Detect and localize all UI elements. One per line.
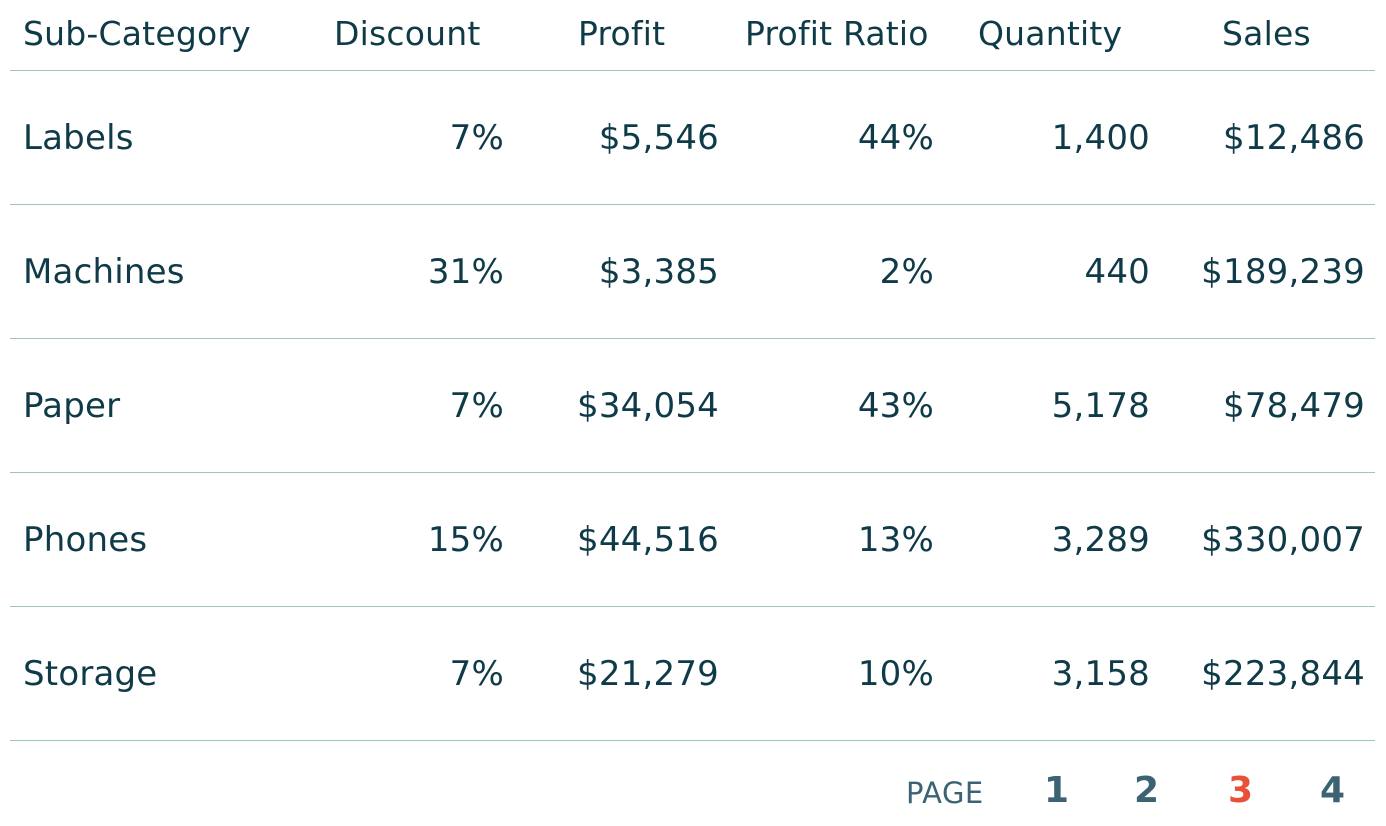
cell-sales: $12,486: [1223, 118, 1365, 158]
cell-quantity: 440: [1084, 252, 1150, 292]
cell-sales: $330,007: [1201, 520, 1365, 560]
cell-quantity: 3,158: [1051, 654, 1150, 694]
header-profit-ratio[interactable]: Profit Ratio: [745, 14, 929, 53]
cell-profit-ratio: 10%: [857, 654, 934, 694]
cell-quantity: 5,178: [1051, 386, 1150, 426]
cell-profit-ratio: 2%: [879, 252, 934, 292]
page-label: PAGE: [906, 776, 984, 810]
cell-discount: 7%: [449, 654, 504, 694]
header-sales[interactable]: Sales: [1222, 14, 1311, 53]
cell-quantity: 1,400: [1051, 118, 1150, 158]
cell-sales: $223,844: [1201, 654, 1365, 694]
cell-sub-category: Labels: [23, 118, 134, 158]
header-discount[interactable]: Discount: [334, 14, 481, 53]
cell-discount: 31%: [427, 252, 504, 292]
header-sub-category[interactable]: Sub-Category: [23, 14, 251, 53]
page-3-button-current[interactable]: 3: [1228, 770, 1254, 811]
cell-profit-ratio: 43%: [857, 386, 934, 426]
cell-sub-category: Phones: [23, 520, 148, 560]
cell-profit: $5,546: [598, 118, 719, 158]
data-table: Sub-Category Discount Profit Profit Rati…: [10, 0, 1375, 741]
table-row: Machines 31% $3,385 2% 440 $189,239: [10, 205, 1375, 339]
table-row: Labels 7% $5,546 44% 1,400 $12,486: [10, 71, 1375, 205]
cell-discount: 7%: [449, 118, 504, 158]
cell-profit: $21,279: [577, 654, 719, 694]
table-row: Phones 15% $44,516 13% 3,289 $330,007: [10, 473, 1375, 607]
cell-profit-ratio: 44%: [857, 118, 934, 158]
cell-profit: $44,516: [577, 520, 719, 560]
cell-profit: $3,385: [598, 252, 719, 292]
cell-discount: 15%: [427, 520, 504, 560]
cell-sub-category: Machines: [23, 252, 185, 292]
cell-sales: $189,239: [1201, 252, 1365, 292]
page-4-button[interactable]: 4: [1320, 770, 1346, 811]
table-row: Storage 7% $21,279 10% 3,158 $223,844: [10, 607, 1375, 741]
cell-discount: 7%: [449, 386, 504, 426]
cell-sub-category: Storage: [23, 654, 158, 694]
header-profit[interactable]: Profit: [578, 14, 666, 53]
table-header: Sub-Category Discount Profit Profit Rati…: [10, 0, 1375, 71]
cell-quantity: 3,289: [1051, 520, 1150, 560]
page-2-button[interactable]: 2: [1134, 770, 1160, 811]
header-quantity[interactable]: Quantity: [978, 14, 1123, 53]
page-1-button[interactable]: 1: [1044, 770, 1070, 811]
cell-profit-ratio: 13%: [857, 520, 934, 560]
cell-sub-category: Paper: [23, 386, 121, 426]
pagination: PAGE 1 2 3 4: [0, 768, 1386, 818]
cell-sales: $78,479: [1223, 386, 1365, 426]
table-row: Paper 7% $34,054 43% 5,178 $78,479: [10, 339, 1375, 473]
cell-profit: $34,054: [577, 386, 719, 426]
